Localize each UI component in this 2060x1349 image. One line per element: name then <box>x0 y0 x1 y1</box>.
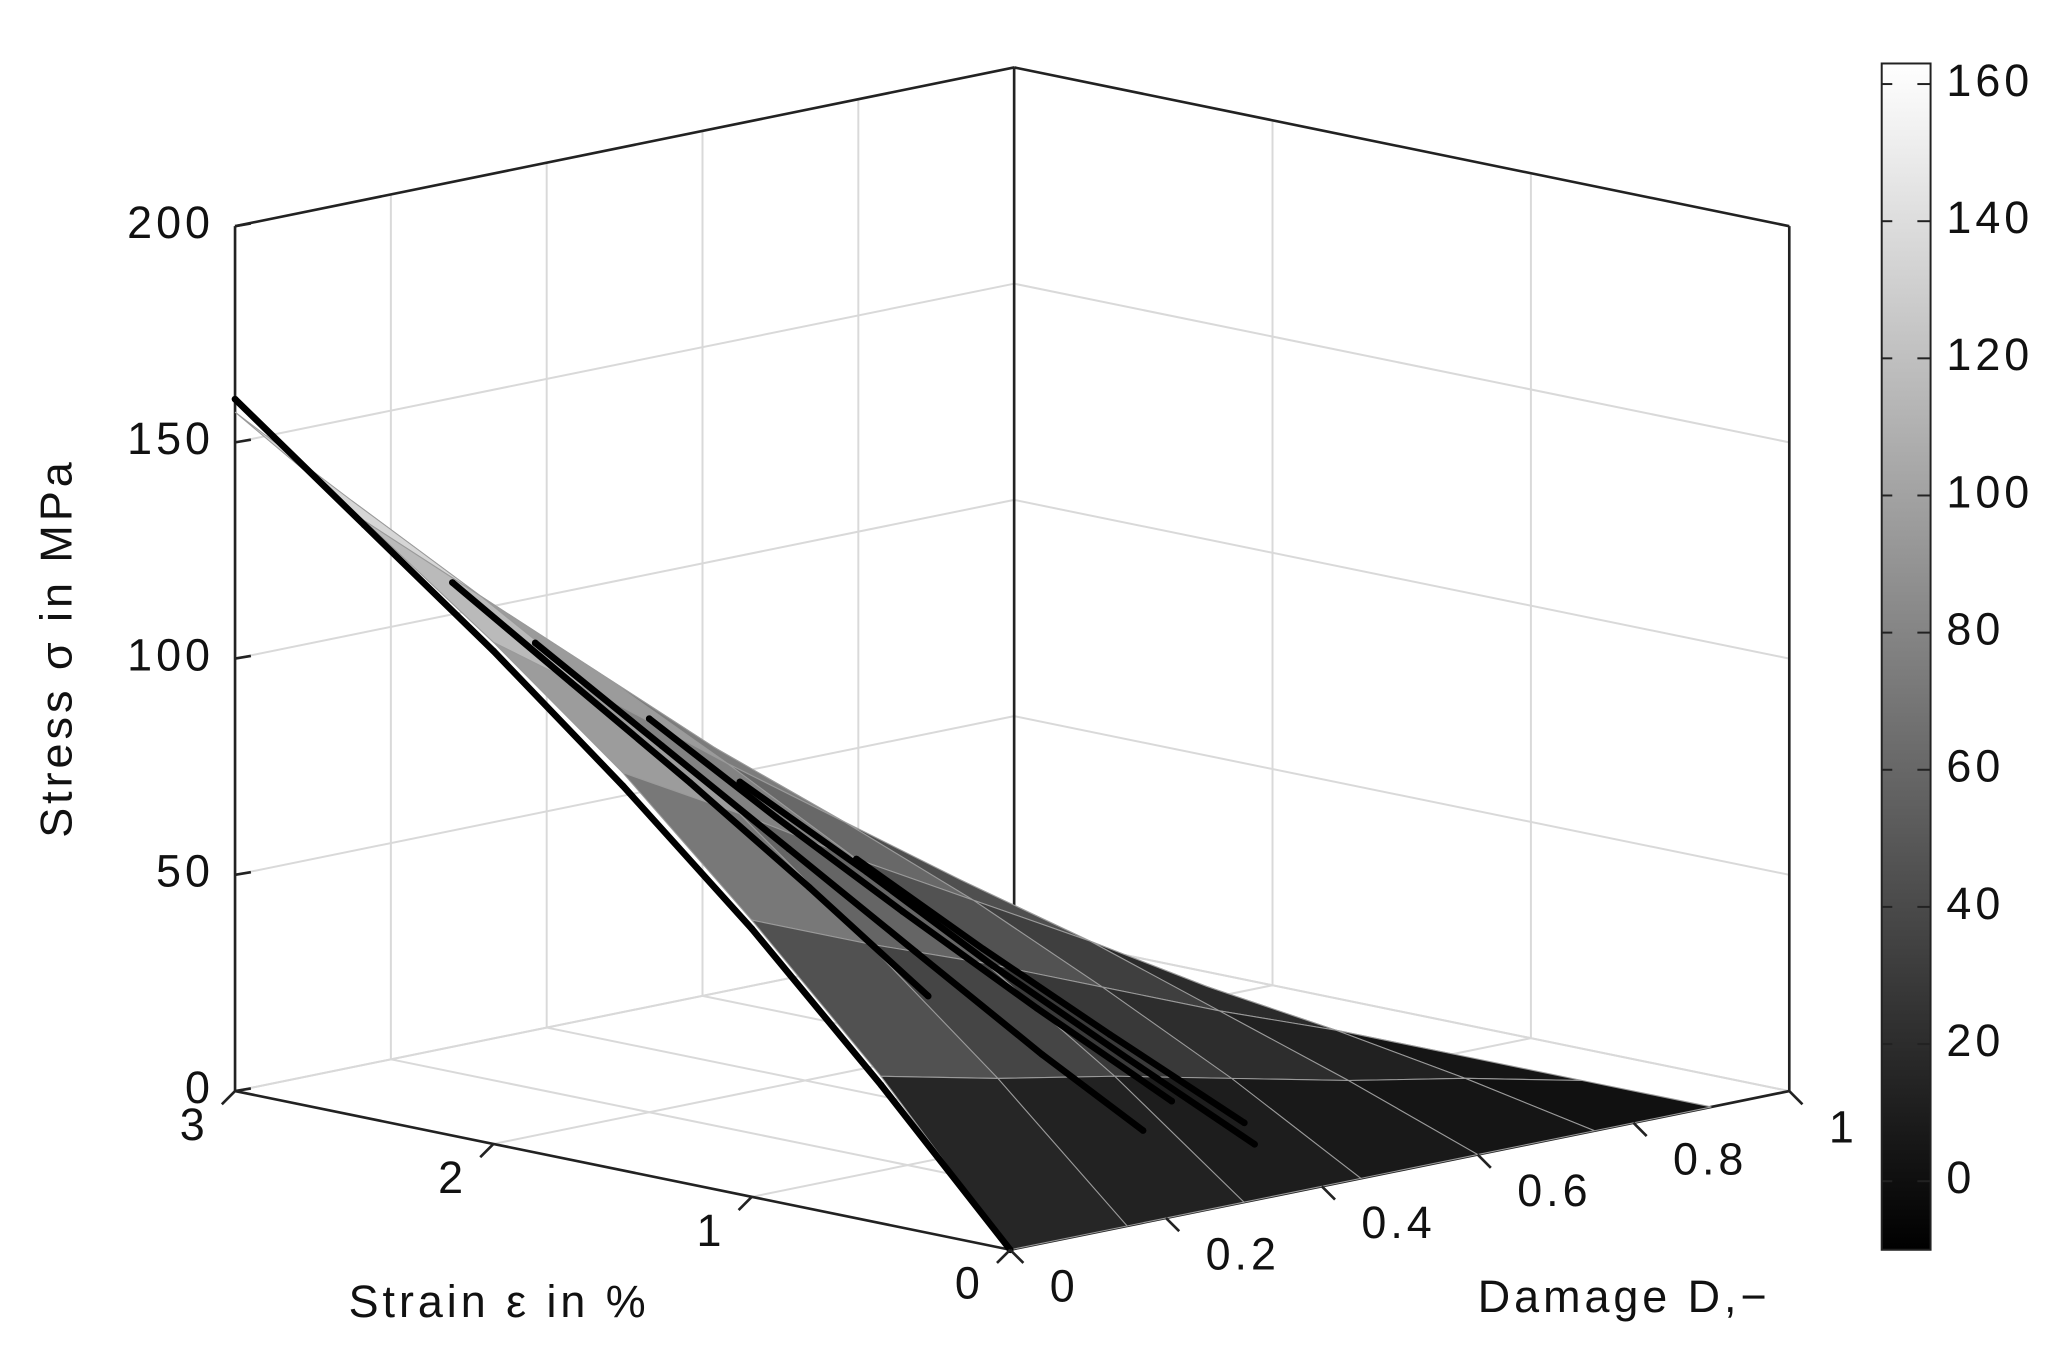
data-point <box>748 925 756 933</box>
data-point <box>912 948 919 955</box>
x-tick <box>479 1143 495 1159</box>
data-point <box>686 779 694 787</box>
y-tick <box>1320 1185 1336 1201</box>
data-point <box>231 395 239 403</box>
data-point <box>736 778 744 786</box>
grid-line <box>234 715 1015 876</box>
x-tick-label: 1 <box>696 1205 725 1256</box>
colorbar-tick-label: 100 <box>1946 466 2033 517</box>
data-point <box>924 992 932 1000</box>
z-tick <box>234 222 252 228</box>
x-tick <box>220 1090 236 1106</box>
data-point <box>772 813 780 821</box>
grid-line <box>1013 282 1790 444</box>
colorbar-tick-label: 160 <box>1946 55 2033 106</box>
grid-line <box>234 282 1015 444</box>
data-line <box>231 395 1014 1254</box>
z-tick-label: 50 <box>156 846 214 897</box>
colorbar-tick-label: 0 <box>1946 1152 1975 1203</box>
y-tick-label: 0.2 <box>1206 1229 1280 1280</box>
colorbar-tick-label: 60 <box>1946 741 2004 792</box>
colorbar-tick-label: 40 <box>1946 878 2004 929</box>
z-axis-label: Stress σ in MPa <box>30 458 81 838</box>
data-point <box>1033 1005 1041 1012</box>
colorbar-tick-label: 20 <box>1946 1015 2004 1066</box>
surface-patch <box>351 500 599 673</box>
data-point <box>449 579 456 586</box>
data-point <box>619 782 626 789</box>
data-point <box>899 908 906 915</box>
data-point <box>990 962 997 970</box>
data-point <box>1106 1031 1114 1038</box>
data-point <box>805 883 813 891</box>
data-point <box>1168 1097 1176 1105</box>
y-tick <box>1632 1121 1648 1137</box>
y-axis-label: Damage D,− <box>1478 1271 1771 1322</box>
z-tick-label: 200 <box>127 197 214 248</box>
data-point <box>1241 1119 1248 1127</box>
z-tick-label: 0 <box>185 1062 214 1113</box>
grid-line <box>234 498 1015 660</box>
grid-line <box>1013 931 1790 1093</box>
y-tick-label: 0 <box>1050 1260 1079 1311</box>
x-axis-label: Strain ε in % <box>349 1276 650 1327</box>
z-tick-label: 100 <box>127 629 214 680</box>
grid-line <box>1013 715 1790 876</box>
data-point <box>979 945 987 953</box>
y-tick <box>1788 1090 1804 1106</box>
data-point <box>785 845 792 853</box>
y-tick <box>1165 1217 1181 1233</box>
data-line <box>531 639 1147 1134</box>
z-tick <box>234 438 252 444</box>
data-point <box>568 679 575 686</box>
y-tick-label: 0.4 <box>1361 1197 1435 1248</box>
colorbar-tick-label: 80 <box>1946 603 2004 654</box>
x-tick-label: 2 <box>438 1152 467 1203</box>
x-tick <box>996 1248 1012 1264</box>
z-tick-label: 150 <box>127 413 214 464</box>
x-tick <box>737 1195 753 1212</box>
z-tick <box>234 654 252 660</box>
grid-line <box>1013 498 1790 660</box>
data-point <box>853 855 860 863</box>
y-tick <box>1009 1248 1025 1264</box>
data-point <box>877 1081 885 1089</box>
plot-area: Stress σ in MPa Strain ε in % Damage D,−… <box>30 55 2033 1327</box>
data-point <box>1139 1127 1147 1134</box>
data-point <box>1038 1051 1046 1058</box>
data-point <box>1251 1140 1258 1148</box>
data-point <box>645 715 653 722</box>
data-line <box>853 855 1248 1127</box>
data-point <box>360 521 368 529</box>
x-tick-label: 3 <box>180 1099 209 1150</box>
colorbar <box>1880 62 1932 1251</box>
x-tick-label: 0 <box>955 1258 984 1309</box>
axis-edge <box>234 1089 1011 1252</box>
data-point <box>658 742 666 750</box>
data-point <box>490 647 497 655</box>
axis-edge <box>234 66 1015 228</box>
y-tick-label: 0.8 <box>1673 1133 1747 1184</box>
z-tick <box>234 870 252 877</box>
y-tick-label: 1 <box>1829 1102 1858 1153</box>
data-point <box>531 639 539 647</box>
z-tick <box>234 1087 252 1093</box>
surface-patch <box>879 1075 1129 1251</box>
data-point <box>1124 1055 1132 1062</box>
surface-patch <box>234 411 482 597</box>
axis-edge <box>1013 66 1790 228</box>
colorbar-tick-label: 120 <box>1946 329 2033 380</box>
y-tick <box>1476 1153 1492 1169</box>
y-tick-label: 0.6 <box>1517 1165 1591 1216</box>
colorbar-tick-label: 140 <box>1946 192 2033 243</box>
